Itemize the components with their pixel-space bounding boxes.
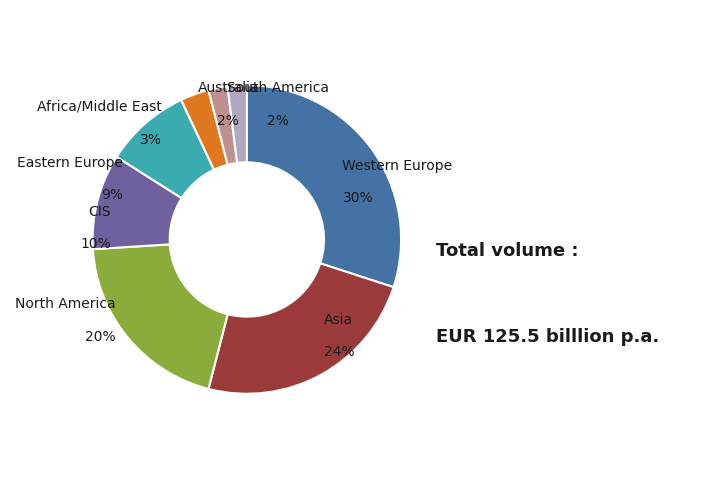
- Text: North America: North America: [15, 297, 115, 311]
- Text: Asia: Asia: [324, 312, 353, 326]
- Text: 20%: 20%: [85, 329, 115, 343]
- Text: 2%: 2%: [266, 114, 289, 128]
- Wedge shape: [208, 264, 393, 394]
- Text: EUR 125.5 billlion p.a.: EUR 125.5 billlion p.a.: [436, 328, 659, 346]
- Text: Africa/Middle East: Africa/Middle East: [37, 100, 162, 114]
- Wedge shape: [93, 157, 182, 250]
- Text: Australia: Australia: [197, 81, 259, 96]
- Text: 3%: 3%: [140, 132, 162, 146]
- Wedge shape: [93, 245, 228, 389]
- Wedge shape: [227, 86, 247, 164]
- Text: 24%: 24%: [324, 345, 354, 359]
- Text: 9%: 9%: [102, 188, 123, 202]
- Text: Western Europe: Western Europe: [343, 158, 452, 172]
- Text: CIS: CIS: [89, 204, 111, 218]
- Text: Total volume :: Total volume :: [436, 241, 578, 259]
- Wedge shape: [247, 86, 401, 288]
- Text: South America: South America: [227, 81, 329, 96]
- Text: 2%: 2%: [217, 114, 240, 128]
- Text: Eastern Europe: Eastern Europe: [17, 155, 123, 169]
- Text: 30%: 30%: [343, 191, 373, 204]
- Wedge shape: [208, 87, 237, 166]
- Wedge shape: [117, 101, 214, 199]
- Text: 10%: 10%: [81, 237, 111, 251]
- Wedge shape: [182, 91, 228, 170]
